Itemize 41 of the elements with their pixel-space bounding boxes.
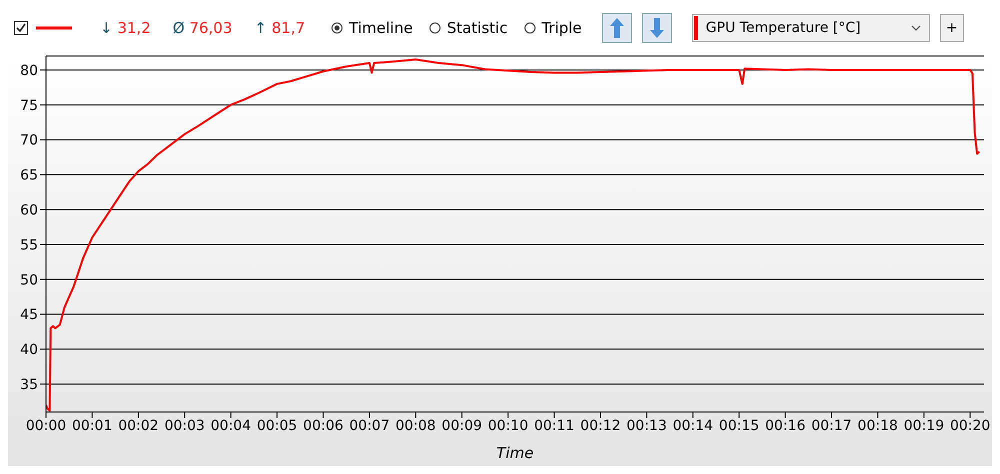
x-tick-label: 00:20 bbox=[950, 418, 990, 434]
legend-label: GPU Temperature [°C] bbox=[706, 20, 861, 36]
x-tick-label: 00:10 bbox=[488, 418, 528, 434]
text: + bbox=[940, 14, 964, 42]
text: Triple bbox=[542, 19, 582, 37]
text: Ø 76,03 bbox=[172, 19, 232, 37]
x-tick-label: 00:02 bbox=[118, 418, 159, 434]
x-tick-label: 00:15 bbox=[718, 418, 760, 434]
x-tick-label: 00:12 bbox=[580, 418, 621, 434]
x-axis-title: Time bbox=[496, 444, 534, 462]
x-tick-label: 00:03 bbox=[164, 418, 205, 434]
x-tick-label: 00:13 bbox=[626, 418, 667, 434]
y-tick-label: 75 bbox=[20, 98, 38, 114]
y-tick-label: 45 bbox=[20, 307, 38, 324]
x-tick-label: 00:19 bbox=[904, 418, 944, 434]
text: Statistic bbox=[446, 19, 508, 37]
y-tick-label: 80 bbox=[20, 62, 38, 79]
y-tick-label: 50 bbox=[20, 272, 38, 288]
x-tick-label: 00:05 bbox=[256, 418, 298, 434]
y-tick-label: 65 bbox=[20, 168, 38, 184]
x-tick-label: 00:00 bbox=[26, 418, 66, 434]
x-tick-label: 00:04 bbox=[210, 418, 252, 434]
x-tick-label: 00:18 bbox=[858, 418, 898, 434]
line-series bbox=[46, 58, 980, 412]
text: Timeline bbox=[349, 19, 413, 37]
x-tick-label: 00:07 bbox=[349, 418, 390, 434]
x-tick-label: 00:09 bbox=[442, 418, 482, 434]
x-tick-label: 00:16 bbox=[765, 418, 806, 434]
x-tick-label: 00:17 bbox=[811, 418, 852, 434]
x-tick-label: 00:06 bbox=[303, 418, 344, 434]
y-tick-label: 70 bbox=[20, 132, 38, 149]
y-tick-label: 60 bbox=[20, 202, 38, 219]
y-tick-label: 55 bbox=[20, 237, 38, 254]
text: ↓ 31,2 bbox=[100, 19, 151, 37]
x-tick-label: 00:01 bbox=[72, 418, 112, 434]
x-tick-label: 00:11 bbox=[534, 418, 574, 434]
x-tick-label: 00:14 bbox=[672, 418, 714, 434]
y-tick-label: 40 bbox=[20, 342, 38, 358]
y-tick-label: 35 bbox=[20, 377, 38, 394]
text: ↑ 81,7 bbox=[254, 19, 306, 37]
x-tick-label: 00:08 bbox=[395, 418, 436, 434]
